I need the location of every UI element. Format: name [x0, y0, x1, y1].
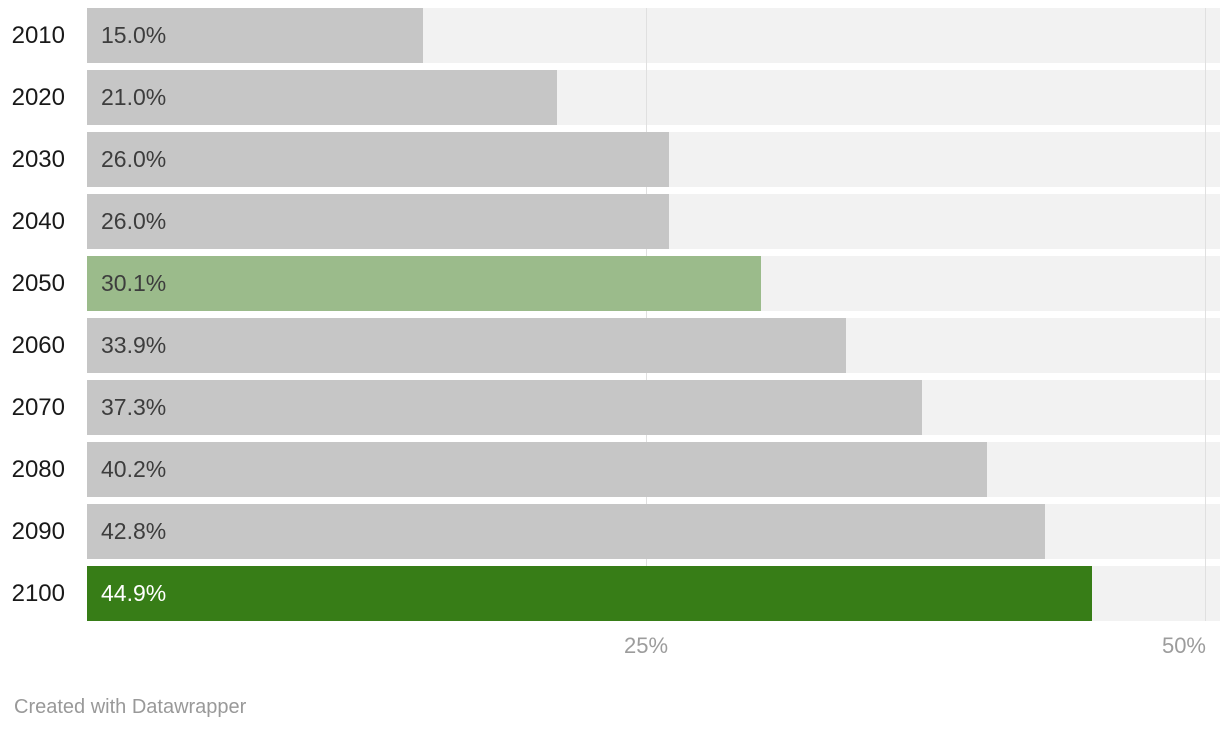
value-label: 33.9% [101, 332, 167, 358]
value-label: 21.0% [101, 84, 167, 110]
bar[interactable]: 40.2% [87, 442, 987, 497]
gridline-25-percent [646, 8, 647, 621]
bar-row: 2020 21.0% [0, 70, 1220, 125]
x-axis-tick-50: 50% [1161, 633, 1206, 658]
category-label: 2060 [11, 332, 65, 359]
value-label: 26.0% [101, 146, 167, 172]
category-label: 2010 [11, 22, 65, 49]
attribution-text: Created with Datawrapper [14, 696, 247, 718]
value-label: 42.8% [101, 518, 167, 544]
bar-row: 2030 26.0% [0, 132, 1220, 187]
value-label: 40.2% [101, 456, 167, 482]
bar[interactable]: 37.3% [87, 380, 922, 435]
value-label: 15.0% [101, 22, 167, 48]
bar[interactable]: 42.8% [87, 504, 1045, 559]
bar[interactable]: 44.9% [87, 566, 1092, 621]
x-axis-tick-25: 25% [623, 633, 669, 658]
bar[interactable]: 21.0% [87, 70, 557, 125]
x-axis: 25% 50% [0, 632, 1220, 660]
category-label: 2050 [11, 270, 65, 297]
chart-rows: 2010 15.0% 2020 21.0% 2030 26.0% 2040 26… [0, 8, 1220, 628]
category-label: 2040 [11, 208, 65, 235]
bar-row: 2060 33.9% [0, 318, 1220, 373]
value-label: 44.9% [101, 580, 167, 606]
bar-row: 2100 44.9% [0, 566, 1220, 621]
value-label: 30.1% [101, 270, 167, 296]
bar-chart: 2010 15.0% 2020 21.0% 2030 26.0% 2040 26… [0, 8, 1220, 660]
value-label: 37.3% [101, 394, 167, 420]
category-label: 2100 [11, 580, 65, 607]
category-label: 2080 [11, 456, 65, 483]
category-label: 2090 [11, 518, 65, 545]
bar[interactable]: 15.0% [87, 8, 423, 63]
bar-row: 2040 26.0% [0, 194, 1220, 249]
bar[interactable]: 26.0% [87, 132, 669, 187]
category-label: 2020 [11, 84, 65, 111]
category-label: 2030 [11, 146, 65, 173]
bar-row: 2080 40.2% [0, 442, 1220, 497]
bar[interactable]: 30.1% [87, 256, 761, 311]
bar-row: 2010 15.0% [0, 8, 1220, 63]
category-label: 2070 [11, 394, 65, 421]
bar-row: 2070 37.3% [0, 380, 1220, 435]
gridline-50-percent [1205, 8, 1206, 621]
bar-row: 2050 30.1% [0, 256, 1220, 311]
bar[interactable]: 33.9% [87, 318, 846, 373]
value-label: 26.0% [101, 208, 167, 234]
bar[interactable]: 26.0% [87, 194, 669, 249]
bar-row: 2090 42.8% [0, 504, 1220, 559]
